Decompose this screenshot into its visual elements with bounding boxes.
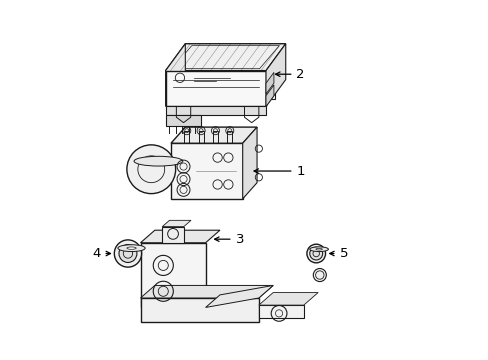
Ellipse shape	[315, 248, 322, 250]
Polygon shape	[171, 143, 242, 199]
Polygon shape	[140, 230, 220, 243]
Polygon shape	[265, 44, 285, 107]
Ellipse shape	[134, 156, 183, 166]
Text: 4: 4	[92, 247, 110, 260]
Polygon shape	[140, 298, 258, 321]
Ellipse shape	[118, 245, 145, 252]
Polygon shape	[265, 72, 273, 94]
Text: 1: 1	[254, 165, 305, 177]
Circle shape	[309, 247, 322, 260]
Ellipse shape	[309, 247, 328, 252]
Circle shape	[313, 269, 325, 282]
Polygon shape	[165, 44, 285, 71]
Circle shape	[114, 240, 142, 267]
Polygon shape	[205, 285, 273, 307]
Text: 5: 5	[329, 247, 347, 260]
Polygon shape	[165, 44, 185, 107]
Polygon shape	[165, 71, 265, 107]
Polygon shape	[162, 220, 191, 226]
Circle shape	[126, 145, 175, 194]
Text: 3: 3	[214, 233, 244, 246]
Polygon shape	[165, 107, 265, 116]
Polygon shape	[242, 127, 257, 199]
Polygon shape	[258, 305, 303, 318]
Circle shape	[306, 244, 325, 263]
Polygon shape	[140, 285, 273, 298]
Circle shape	[119, 244, 137, 262]
Ellipse shape	[126, 247, 136, 249]
Polygon shape	[162, 226, 183, 243]
Polygon shape	[265, 85, 273, 107]
Polygon shape	[140, 243, 205, 307]
Text: 2: 2	[275, 68, 305, 81]
Polygon shape	[171, 127, 257, 143]
Polygon shape	[258, 293, 318, 305]
Polygon shape	[165, 116, 201, 126]
